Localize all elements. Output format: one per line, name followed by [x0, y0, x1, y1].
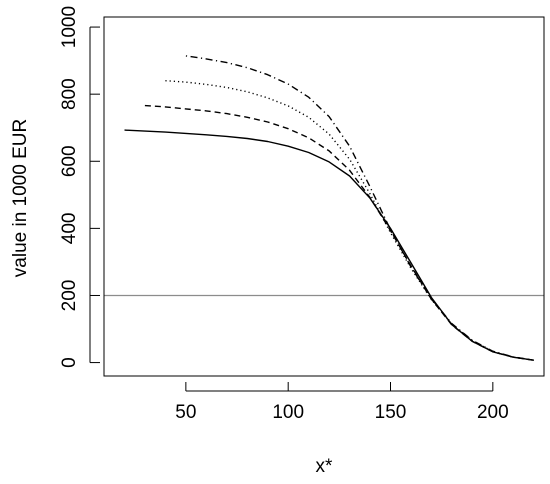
y-tick-label: 0 — [59, 357, 80, 368]
y-axis-title: value in 1000 EUR — [10, 119, 31, 277]
x-tick-label: 200 — [477, 402, 509, 423]
x-tick-label: 100 — [272, 402, 304, 423]
series-line-1-solid — [124, 129, 534, 361]
series-layer — [124, 55, 534, 361]
x-axis: 50 100 150 200 — [175, 382, 509, 423]
series-line-3-dotted — [165, 80, 534, 361]
x-axis-title: x* — [316, 456, 334, 477]
y-tick-label: 1000 — [59, 6, 80, 48]
x-tick-label: 150 — [375, 402, 407, 423]
series-line-4-dotdash — [185, 55, 534, 361]
y-axis: 0 200 400 600 800 1000 — [59, 6, 100, 368]
x-tick-label: 50 — [175, 402, 196, 423]
y-tick-label: 400 — [59, 213, 80, 245]
series-line-2-dashed — [144, 104, 534, 361]
y-tick-label: 200 — [59, 280, 80, 312]
plot-frame — [103, 16, 545, 377]
y-tick-label: 600 — [59, 145, 80, 177]
y-tick-label: 800 — [59, 78, 80, 110]
